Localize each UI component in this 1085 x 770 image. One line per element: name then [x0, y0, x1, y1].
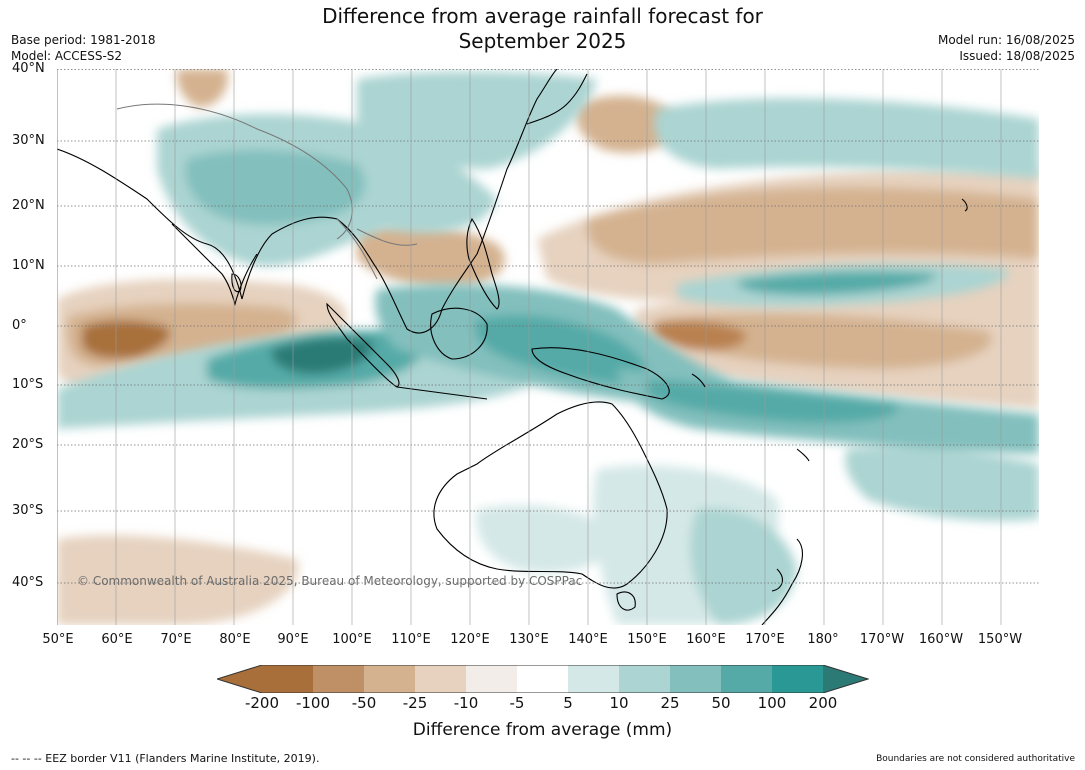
colorbar — [217, 665, 869, 693]
wet-region-south-pacific-core — [647, 379, 899, 424]
lon-label-100e: 100°E — [332, 632, 372, 647]
rainfall-map — [57, 69, 1039, 625]
lon-label-150w: 150°W — [977, 632, 1023, 647]
lon-label-160e: 160°E — [686, 632, 726, 647]
dry-region-philippines — [357, 224, 505, 288]
lat-label-30n: 30°N — [12, 133, 45, 148]
colorbar-tick-5: 5 — [563, 694, 573, 712]
borneo-coastline — [430, 307, 488, 360]
lat-label-0: 0° — [12, 318, 27, 333]
lon-label-140e: 140°E — [568, 632, 608, 647]
lon-label-130e: 130°E — [509, 632, 549, 647]
colorbar-swatch-1 — [262, 665, 313, 693]
issued-date: Issued: 18/08/2025 — [959, 49, 1075, 63]
colorbar-swatch-8 — [619, 665, 670, 693]
lon-label-170e: 170°E — [745, 632, 785, 647]
lat-label-40n: 40°N — [12, 61, 45, 76]
lon-label-110e: 110°E — [391, 632, 431, 647]
dry-region-himalaya — [176, 69, 228, 108]
graticule — [57, 69, 1039, 584]
lat-label-20s: 20°S — [12, 437, 44, 452]
dry-anomaly-regions — [57, 69, 1039, 625]
colorbar-swatch-9 — [670, 665, 721, 693]
colorbar-tick-100: 100 — [757, 694, 787, 712]
wet-region-australia-south — [476, 505, 617, 573]
lon-label-60e: 60°E — [101, 632, 133, 647]
colorbar-tick-minus-5: -5 — [509, 694, 525, 712]
india-coastline — [171, 223, 258, 307]
colorbar-tick-25: 25 — [660, 694, 680, 712]
new-guinea-coastline — [531, 347, 670, 400]
boundaries-disclaimer: Boundaries are not considered authoritat… — [876, 754, 1075, 764]
lon-label-150e: 150°E — [627, 632, 667, 647]
lon-label-170w: 170°W — [859, 632, 905, 647]
dry-region-north-pacific-core — [586, 187, 1039, 264]
meta-left: Base period: 1981-2018 Model: ACCESS-S2 — [11, 32, 156, 64]
model-run: Model run: 16/08/2025 — [937, 33, 1075, 47]
colorbar-swatch-0 — [217, 665, 262, 693]
colorbar-swatch-3 — [364, 665, 415, 693]
map-canvas — [57, 69, 1039, 625]
colorbar-tick-minus-25: -25 — [402, 694, 428, 712]
colorbar-tick-50: 50 — [711, 694, 731, 712]
wet-region-tasman — [689, 508, 797, 625]
pacific-islands — [691, 198, 968, 462]
lat-label-40s: 40°S — [12, 575, 44, 590]
dry-region-southern-ocean — [57, 535, 299, 625]
colorbar-tick-minus-50: -50 — [351, 694, 377, 712]
colorbar-swatch-6 — [517, 665, 568, 693]
lon-label-180: 180° — [807, 632, 839, 647]
colorbar-swatch-10 — [721, 665, 772, 693]
lon-label-160w: 160°W — [918, 632, 964, 647]
lat-label-10n: 10°N — [12, 258, 45, 273]
colorbar-swatch-7 — [568, 665, 619, 693]
dry-region-japan — [575, 95, 677, 153]
lon-label-80e: 80°E — [219, 632, 251, 647]
philippines-coastline — [466, 217, 500, 310]
lon-label-90e: 90°E — [277, 632, 309, 647]
graticule-meridians — [57, 69, 1002, 625]
title-line-2: September 2025 — [458, 29, 627, 53]
tasmania-coastline — [616, 591, 636, 611]
colorbar-swatch-4 — [415, 665, 466, 693]
border-indochina — [336, 218, 418, 280]
lon-label-50e: 50°E — [42, 632, 74, 647]
lon-label-120e: 120°E — [450, 632, 490, 647]
colorbar-tick-10: 10 — [609, 694, 629, 712]
colorbar-tick-minus-200: -200 — [244, 694, 280, 712]
colorbar-tick-minus-10: -10 — [453, 694, 479, 712]
australia-coastline — [433, 401, 668, 589]
colorbar-swatch-11 — [772, 665, 823, 693]
lat-label-20n: 20°N — [12, 198, 45, 213]
coastlines — [57, 69, 968, 625]
wet-region-northwest-pacific — [654, 98, 1039, 179]
wet-region-east-asia — [357, 71, 597, 169]
sri-lanka-coastline — [231, 273, 242, 293]
wet-region-itcz-core — [737, 271, 937, 295]
asia-coastline — [57, 69, 558, 334]
colorbar-swatch-12 — [823, 665, 868, 693]
base-period: Base period: 1981-2018 — [11, 33, 156, 47]
dry-region-central-pacific-peak — [651, 320, 747, 351]
copyright-notice: © Commonwealth of Australia 2025, Bureau… — [77, 574, 583, 588]
meta-right: Model run: 16/08/2025 Issued: 18/08/2025 — [938, 32, 1075, 64]
colorbar-tick-minus-100: -100 — [295, 694, 331, 712]
title-line-1: Difference from average rainfall forecas… — [322, 4, 763, 28]
colorbar-swatch-5 — [466, 665, 517, 693]
model-name: Model: ACCESS-S2 — [11, 49, 123, 63]
map-title: Difference from average rainfall forecas… — [0, 4, 1085, 54]
colorbar-swatch-2 — [313, 665, 364, 693]
dry-region-indian-ocean-peak — [82, 320, 171, 359]
java-coastline — [396, 386, 488, 400]
lat-label-30s: 30°S — [12, 503, 44, 518]
colorbar-title: Difference from average (mm) — [412, 720, 673, 740]
lon-label-70e: 70°E — [160, 632, 192, 647]
wet-region-maritime-core — [475, 315, 648, 384]
lat-label-10s: 10°S — [12, 377, 44, 392]
eez-footnote: -- -- -- EEZ border V11 (Flanders Marine… — [11, 752, 320, 765]
wet-region-indian-ocean-peak — [271, 337, 373, 374]
japan-coastline — [526, 73, 588, 125]
colorbar-tick-200: 200 — [808, 694, 838, 712]
